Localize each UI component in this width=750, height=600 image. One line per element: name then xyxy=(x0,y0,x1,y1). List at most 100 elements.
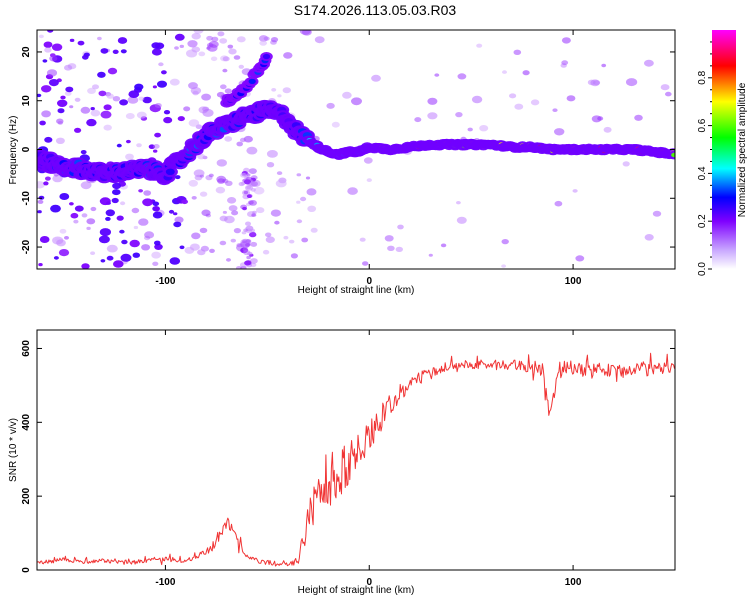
noise-cell xyxy=(289,239,295,244)
noise-cell xyxy=(501,264,506,268)
noise-cell xyxy=(206,35,214,41)
noise-cell xyxy=(154,132,162,138)
noise-cell xyxy=(138,218,149,226)
noise-cell xyxy=(191,196,197,200)
noise-cell xyxy=(457,73,467,80)
colorbar-tick-label: 0.8 xyxy=(697,70,708,84)
noise-cell xyxy=(174,33,185,41)
noise-cell xyxy=(243,135,253,143)
noise-cell xyxy=(158,62,164,67)
branch-cell xyxy=(262,53,271,60)
noise-cell xyxy=(198,51,206,57)
noise-cell xyxy=(652,210,662,217)
noise-cell xyxy=(125,113,135,120)
noise-cell xyxy=(371,74,381,82)
noise-cell xyxy=(310,227,318,233)
figure-title: S174.2026.113.05.03.R03 xyxy=(294,2,457,18)
noise-cell xyxy=(342,91,352,99)
noise-cell xyxy=(660,84,670,91)
noise-cell xyxy=(157,80,167,88)
noise-cell xyxy=(125,139,131,144)
spectrogram-y-ticks: -20 -10 0 10 20 xyxy=(21,46,675,254)
noise-cell xyxy=(43,41,53,48)
noise-cell xyxy=(52,174,63,183)
noise-cell xyxy=(80,150,87,155)
noise-cell xyxy=(427,97,438,105)
colorbar-gradient xyxy=(712,30,736,269)
noise-cell xyxy=(119,99,128,106)
noise-cell xyxy=(296,173,302,177)
noise-cell xyxy=(270,209,281,217)
noise-cell xyxy=(97,71,106,78)
noise-cell xyxy=(112,49,119,54)
noise-cell xyxy=(274,220,280,225)
noise-cell xyxy=(90,251,96,255)
noise-cell xyxy=(248,200,254,205)
noise-cell xyxy=(456,201,461,205)
noise-cell xyxy=(276,171,283,176)
x-tick-label: 100 xyxy=(565,276,582,287)
noise-cell xyxy=(331,121,340,128)
noise-cell xyxy=(190,87,202,95)
snr-plot-area xyxy=(37,330,675,570)
noise-cell xyxy=(49,55,58,62)
noise-cell xyxy=(100,48,109,54)
noise-cell xyxy=(138,96,145,101)
x-tick-label: -100 xyxy=(155,577,175,588)
noise-cell xyxy=(133,225,139,230)
noise-cell xyxy=(202,108,214,117)
noise-cell xyxy=(106,93,114,99)
noise-cell xyxy=(250,231,256,236)
noise-cell xyxy=(347,187,358,195)
noise-cell xyxy=(622,161,630,167)
colorbar-label: Normalized spectral amplitude xyxy=(737,82,748,217)
noise-cell xyxy=(193,30,204,34)
noise-cell xyxy=(233,228,241,234)
noise-cell xyxy=(665,91,672,97)
noise-cell xyxy=(211,36,219,42)
noise-cell xyxy=(82,54,89,60)
noise-cell xyxy=(69,202,74,206)
x-tick-label: 100 xyxy=(565,577,582,588)
noise-cell xyxy=(92,84,99,90)
noise-cell xyxy=(119,229,125,234)
noise-cell xyxy=(153,149,158,153)
noise-cell xyxy=(59,193,70,200)
y-tick-label: 0 xyxy=(21,146,32,152)
noise-cell xyxy=(169,257,181,265)
noise-cell xyxy=(153,144,160,149)
noise-cell xyxy=(414,117,422,123)
noise-cell xyxy=(38,34,44,39)
noise-cell xyxy=(245,221,251,226)
noise-cell xyxy=(191,232,201,240)
colorbar: 0.0 0.2 0.4 0.6 0.8 Normalized spectral ampl… xyxy=(697,30,748,276)
noise-cell xyxy=(37,210,42,214)
noise-cell xyxy=(55,137,65,144)
noise-cell xyxy=(427,112,438,120)
noise-cell xyxy=(199,174,204,178)
noise-cell xyxy=(238,64,244,69)
noise-cell xyxy=(187,40,198,48)
noise-cell xyxy=(265,232,272,238)
y-tick-label: 20 xyxy=(21,46,32,58)
noise-cell xyxy=(275,179,287,188)
noise-cell xyxy=(87,87,96,94)
noise-cell xyxy=(283,52,293,59)
noise-cell xyxy=(73,219,79,224)
noise-cell xyxy=(222,56,230,62)
colorbar-tick-label: 0.4 xyxy=(697,166,708,180)
branch-cell xyxy=(248,78,256,84)
noise-cell xyxy=(43,181,49,186)
noise-cell xyxy=(227,197,237,204)
noise-cell xyxy=(246,255,251,260)
noise-cell xyxy=(241,231,247,235)
noise-cell xyxy=(136,111,147,119)
noise-cell xyxy=(434,73,440,77)
spectrogram-cells xyxy=(37,30,675,269)
noise-cell xyxy=(38,263,43,267)
noise-cell xyxy=(41,85,52,93)
noise-cell xyxy=(99,228,111,237)
noise-cell xyxy=(271,88,277,92)
noise-cell xyxy=(143,190,152,196)
